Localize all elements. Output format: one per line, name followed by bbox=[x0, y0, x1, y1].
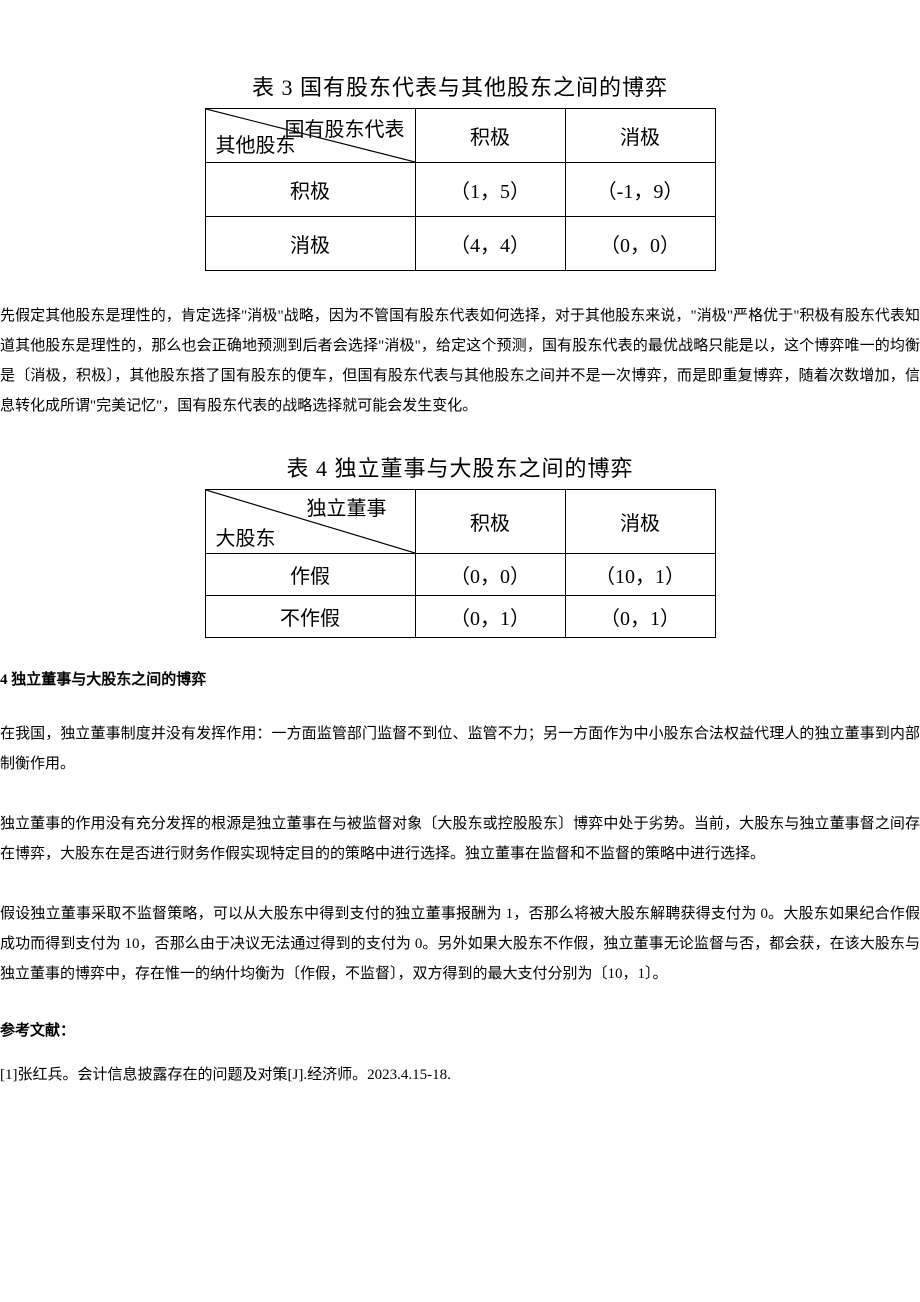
cell: （1，5） bbox=[415, 163, 565, 217]
table-3-corner: 国有股东代表 其他股东 bbox=[205, 109, 415, 163]
cell: （4，4） bbox=[415, 217, 565, 271]
row-label: 不作假 bbox=[205, 596, 415, 638]
corner-bottom-label: 大股东 bbox=[216, 522, 276, 551]
table-row: 积极 （1，5） （-1，9） bbox=[205, 163, 715, 217]
table-3-section: 表 3 国有股东代表与其他股东之间的博弈 国有股东代表 其他股东 积极 消极 积… bbox=[0, 70, 920, 271]
para-text: 独立董事的作用没有充分发挥的根源是独立董事在与被监督对象〔大股东或控股股东〕博弈… bbox=[0, 809, 920, 869]
cell: （0，1） bbox=[415, 596, 565, 638]
paragraph-2: 在我国，独立董事制度并没有发挥作用：一方面监管部门监督不到位、监管不力；另一方面… bbox=[0, 719, 920, 779]
table-row: 消极 （4，4） （0，0） bbox=[205, 217, 715, 271]
paragraph-4: 假设独立董事采取不监督策略，可以从大股东中得到支付的独立董事报酬为 1，否那么将… bbox=[0, 899, 920, 989]
corner-top-label: 独立董事 bbox=[307, 492, 387, 521]
col-header: 积极 bbox=[415, 109, 565, 163]
section-4-heading: 4 独立董事与大股东之间的博弈 bbox=[0, 668, 920, 689]
table-4-section: 表 4 独立董事与大股东之间的博弈 独立董事 大股东 积极 消极 作假 （0，0… bbox=[0, 451, 920, 638]
col-header: 消极 bbox=[565, 109, 715, 163]
table-4-title: 表 4 独立董事与大股东之间的博弈 bbox=[0, 451, 920, 483]
paragraph-3: 独立董事的作用没有充分发挥的根源是独立董事在与被监督对象〔大股东或控股股东〕博弈… bbox=[0, 809, 920, 869]
table-row: 不作假 （0，1） （0，1） bbox=[205, 596, 715, 638]
table-3: 国有股东代表 其他股东 积极 消极 积极 （1，5） （-1，9） 消极 （4，… bbox=[205, 108, 716, 271]
col-header: 消极 bbox=[565, 490, 715, 554]
cell: （0，0） bbox=[565, 217, 715, 271]
row-label: 作假 bbox=[205, 554, 415, 596]
paragraph-1: 先假定其他股东是理性的，肯定选择"消极"战略，因为不管国有股东代表如何选择，对于… bbox=[0, 301, 920, 421]
reference-item: [1]张红兵。会计信息披露存在的问题及对策[J].经济师。2023.4.15-1… bbox=[0, 1060, 920, 1090]
cell: （0，1） bbox=[565, 596, 715, 638]
cell: （0，0） bbox=[415, 554, 565, 596]
table-4-corner: 独立董事 大股东 bbox=[205, 490, 415, 554]
para-text: 假设独立董事采取不监督策略，可以从大股东中得到支付的独立董事报酬为 1，否那么将… bbox=[0, 899, 920, 989]
table-row: 国有股东代表 其他股东 积极 消极 bbox=[205, 109, 715, 163]
table-4: 独立董事 大股东 积极 消极 作假 （0，0） （10，1） 不作假 （0，1）… bbox=[205, 489, 716, 638]
row-label: 积极 bbox=[205, 163, 415, 217]
para-text: 在我国，独立董事制度并没有发挥作用：一方面监管部门监督不到位、监管不力；另一方面… bbox=[0, 719, 920, 779]
para-text: 先假定其他股东是理性的，肯定选择"消极"战略，因为不管国有股东代表如何选择，对于… bbox=[0, 301, 920, 421]
row-label: 消极 bbox=[205, 217, 415, 271]
corner-top-label: 国有股东代表 bbox=[285, 113, 405, 142]
table-3-title: 表 3 国有股东代表与其他股东之间的博弈 bbox=[0, 70, 920, 102]
references-heading: 参考文献： bbox=[0, 1019, 920, 1040]
table-row: 作假 （0，0） （10，1） bbox=[205, 554, 715, 596]
cell: （10，1） bbox=[565, 554, 715, 596]
table-row: 独立董事 大股东 积极 消极 bbox=[205, 490, 715, 554]
col-header: 积极 bbox=[415, 490, 565, 554]
corner-bottom-label: 其他股东 bbox=[216, 129, 296, 158]
cell: （-1，9） bbox=[565, 163, 715, 217]
